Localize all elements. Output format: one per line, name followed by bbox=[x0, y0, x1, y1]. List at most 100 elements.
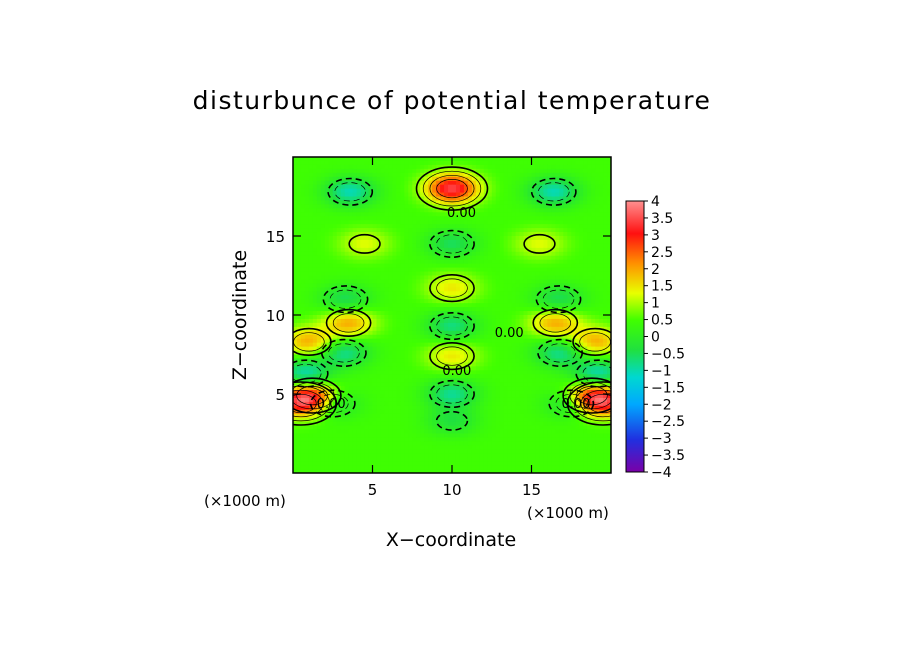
heat-cell bbox=[400, 172, 405, 178]
heat-cell bbox=[595, 390, 600, 395]
heat-cell bbox=[352, 216, 358, 221]
heat-cell bbox=[424, 263, 429, 269]
heat-cell bbox=[539, 315, 545, 320]
heat-cell bbox=[467, 160, 473, 166]
heat-cell bbox=[507, 326, 513, 332]
heat-cell bbox=[368, 394, 374, 399]
heat-cell bbox=[555, 176, 560, 182]
heat-cell bbox=[424, 330, 429, 336]
heat-cell bbox=[344, 188, 350, 194]
heat-cell bbox=[475, 362, 481, 367]
heat-cell bbox=[523, 200, 529, 205]
heat-cell bbox=[308, 228, 314, 233]
heat-cell bbox=[463, 322, 469, 328]
heat-cell bbox=[408, 271, 413, 277]
heat-cell bbox=[364, 390, 370, 395]
heat-cell bbox=[595, 157, 600, 162]
heat-cell bbox=[380, 382, 386, 387]
heat-cell bbox=[527, 184, 533, 190]
heat-cell bbox=[515, 208, 521, 213]
heat-cell bbox=[515, 271, 521, 277]
heat-cell bbox=[396, 386, 401, 391]
heat-cell bbox=[396, 212, 401, 217]
heat-cell bbox=[428, 176, 433, 182]
heat-cell bbox=[348, 370, 354, 375]
heat-cell bbox=[579, 224, 584, 229]
heat-cell bbox=[412, 326, 417, 332]
heat-cell bbox=[408, 220, 413, 225]
heat-cell bbox=[424, 184, 429, 190]
heat-cell bbox=[432, 397, 437, 403]
heat-cell bbox=[452, 394, 457, 399]
heat-cell bbox=[404, 243, 409, 249]
heat-cell bbox=[304, 295, 310, 300]
heat-cell bbox=[424, 267, 429, 273]
heat-cell bbox=[376, 220, 382, 225]
heat-cell bbox=[587, 172, 592, 178]
heat-cell bbox=[368, 184, 374, 190]
heat-cell bbox=[348, 275, 354, 281]
heat-cell bbox=[416, 239, 421, 245]
heat-cell bbox=[336, 397, 342, 403]
heat-cell bbox=[360, 366, 366, 371]
heat-cell bbox=[555, 271, 560, 277]
heat-cell bbox=[579, 157, 584, 162]
heat-cell bbox=[563, 354, 568, 360]
heat-cell bbox=[599, 378, 604, 383]
heat-cell bbox=[539, 224, 545, 229]
heat-cell bbox=[376, 255, 382, 261]
heat-cell bbox=[324, 275, 330, 281]
heat-cell bbox=[519, 326, 525, 332]
heat-cell bbox=[400, 239, 405, 245]
heat-cell bbox=[336, 307, 342, 312]
heat-cell bbox=[599, 251, 604, 257]
heat-cell bbox=[324, 287, 330, 292]
heat-cell bbox=[475, 192, 481, 198]
heat-cell bbox=[503, 382, 509, 387]
heat-cell bbox=[328, 350, 334, 356]
heat-cell bbox=[428, 346, 433, 352]
heat-cell bbox=[380, 172, 386, 178]
heat-cell bbox=[352, 184, 358, 190]
heat-cell bbox=[539, 362, 545, 367]
heat-cell bbox=[348, 401, 354, 407]
heat-cell bbox=[320, 224, 326, 229]
heat-cell bbox=[483, 236, 489, 241]
heat-cell bbox=[459, 394, 465, 399]
heat-cell bbox=[587, 255, 592, 261]
heat-cell bbox=[424, 350, 429, 356]
heat-cell bbox=[432, 216, 437, 221]
heat-cell bbox=[595, 350, 600, 356]
heat-cell bbox=[531, 228, 537, 233]
heat-cell bbox=[324, 204, 330, 209]
heat-cell bbox=[320, 180, 326, 186]
heat-cell bbox=[420, 263, 425, 269]
heat-cell bbox=[396, 326, 401, 332]
heat-cell bbox=[440, 401, 445, 407]
heat-cell bbox=[400, 338, 405, 344]
heat-cell bbox=[487, 390, 493, 395]
heat-cell bbox=[487, 378, 493, 383]
heat-cell bbox=[416, 243, 421, 249]
heat-cell bbox=[587, 243, 592, 249]
heat-cell bbox=[607, 271, 611, 277]
heat-cell bbox=[527, 239, 533, 245]
heat-cell bbox=[416, 303, 421, 308]
heat-cell bbox=[360, 354, 366, 360]
heat-cell bbox=[551, 212, 556, 217]
heat-cell bbox=[547, 196, 552, 202]
heat-cell bbox=[579, 236, 584, 241]
heat-cell bbox=[368, 311, 374, 316]
heat-cell bbox=[336, 259, 342, 265]
heat-cell bbox=[463, 224, 469, 229]
heat-cell bbox=[539, 184, 545, 190]
heat-cell bbox=[296, 358, 302, 363]
heat-cell bbox=[511, 224, 517, 229]
heat-cell bbox=[376, 176, 382, 182]
heat-cell bbox=[487, 216, 493, 221]
heat-cell bbox=[535, 279, 541, 284]
heat-cell bbox=[555, 386, 560, 391]
heat-cell bbox=[300, 291, 306, 296]
heat-cell bbox=[293, 374, 298, 379]
heat-cell bbox=[519, 180, 525, 186]
